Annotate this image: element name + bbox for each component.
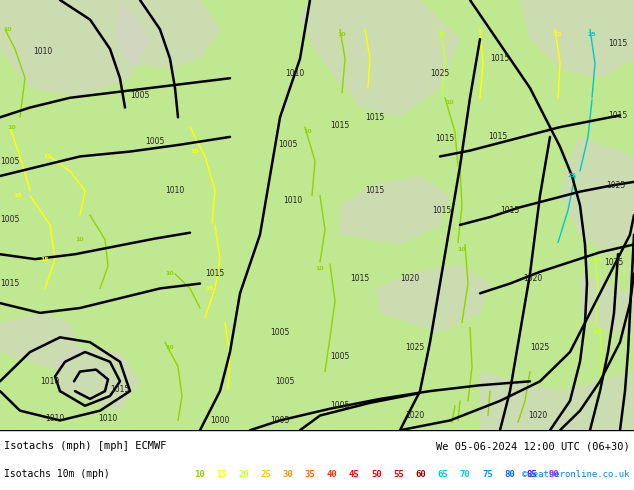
Text: 1005: 1005 [270,328,290,337]
Text: 15: 15 [553,32,562,37]
Text: 1005: 1005 [278,140,298,149]
Text: 1015: 1015 [436,134,455,144]
Text: 1025: 1025 [606,181,626,190]
Polygon shape [55,347,140,411]
Text: 1005: 1005 [330,352,350,362]
Text: 1015: 1015 [365,186,385,195]
Text: 1010: 1010 [41,377,60,386]
Text: 25: 25 [260,469,271,479]
Text: 1015: 1015 [351,274,370,283]
Text: 20: 20 [238,469,249,479]
Text: 10: 10 [165,344,174,349]
Text: 15: 15 [44,154,53,159]
Text: 1025: 1025 [405,343,425,352]
Text: 1010: 1010 [283,196,302,205]
Text: 15: 15 [41,257,49,262]
Text: 45: 45 [349,469,359,479]
Text: Isotachs 10m (mph): Isotachs 10m (mph) [4,469,110,479]
Text: 1010: 1010 [34,48,53,56]
Text: 10: 10 [458,247,467,252]
Text: 50: 50 [371,469,382,479]
Polygon shape [480,371,634,430]
Text: 65: 65 [437,469,448,479]
Text: 1025: 1025 [531,343,550,352]
Text: 1015: 1015 [432,206,451,215]
Text: 55: 55 [393,469,404,479]
Text: 1005: 1005 [270,416,290,425]
Text: 90: 90 [548,469,559,479]
Polygon shape [0,0,150,98]
Text: 15: 15 [205,286,214,291]
Text: 10: 10 [446,100,455,105]
Text: 25: 25 [588,32,597,37]
Text: 1005: 1005 [275,377,295,386]
Text: 80: 80 [504,469,515,479]
Text: 1015: 1015 [330,121,349,130]
Text: 30: 30 [282,469,293,479]
Text: 40: 40 [327,469,337,479]
Polygon shape [0,313,80,371]
Text: 1010: 1010 [46,414,65,423]
Text: 1010: 1010 [285,69,304,78]
Text: 1015: 1015 [110,385,129,393]
Text: 10: 10 [4,27,12,32]
Text: 1020: 1020 [405,411,425,420]
Text: 1010: 1010 [98,414,118,423]
Text: 1020: 1020 [528,411,548,420]
Text: 75: 75 [482,469,493,479]
Text: 1005: 1005 [145,137,165,147]
Text: 1020: 1020 [401,274,420,283]
Text: 1015: 1015 [205,270,224,278]
Text: 85: 85 [526,469,537,479]
Text: 1015: 1015 [609,40,628,49]
Text: 20: 20 [593,330,601,335]
Text: 10: 10 [316,267,325,271]
Text: 70: 70 [460,469,470,479]
Text: 35: 35 [304,469,315,479]
Text: 1010: 1010 [165,186,184,195]
Text: 15: 15 [191,149,199,154]
Text: Isotachs (mph) [mph] ECMWF: Isotachs (mph) [mph] ECMWF [4,441,167,451]
Text: 1025: 1025 [430,69,450,78]
Text: 1000: 1000 [210,416,230,425]
Text: 1015: 1015 [500,206,520,215]
Text: 15: 15 [216,469,226,479]
Text: 10: 10 [304,129,313,134]
Polygon shape [300,0,460,117]
Text: 10: 10 [75,237,84,242]
Text: 1005: 1005 [0,216,20,224]
Text: 25: 25 [567,173,576,178]
Text: 1005: 1005 [131,91,150,100]
Text: 1005: 1005 [0,157,20,166]
Text: 10: 10 [165,271,174,276]
Polygon shape [115,0,220,69]
Polygon shape [580,274,634,332]
Text: 10: 10 [338,32,346,37]
Polygon shape [560,137,634,254]
Text: 20: 20 [593,257,601,262]
Polygon shape [520,0,634,78]
Text: 1015: 1015 [490,54,510,63]
Text: 20: 20 [437,32,446,37]
Text: 60: 60 [415,469,426,479]
Text: 1015: 1015 [365,113,385,122]
Text: 1025: 1025 [604,258,624,267]
Text: 1015: 1015 [609,111,628,120]
Polygon shape [375,264,490,332]
Text: 1005: 1005 [330,401,350,410]
Polygon shape [340,176,450,245]
Text: 1015: 1015 [1,279,20,288]
Text: 10: 10 [194,469,204,479]
Text: 1020: 1020 [524,274,543,283]
Text: We 05-06-2024 12:00 UTC (06+30): We 05-06-2024 12:00 UTC (06+30) [436,441,630,451]
Text: 15: 15 [13,193,22,198]
Text: ©weatheronline.co.uk: ©weatheronline.co.uk [522,469,630,479]
Text: 1015: 1015 [488,132,508,142]
Text: 10: 10 [8,124,16,130]
